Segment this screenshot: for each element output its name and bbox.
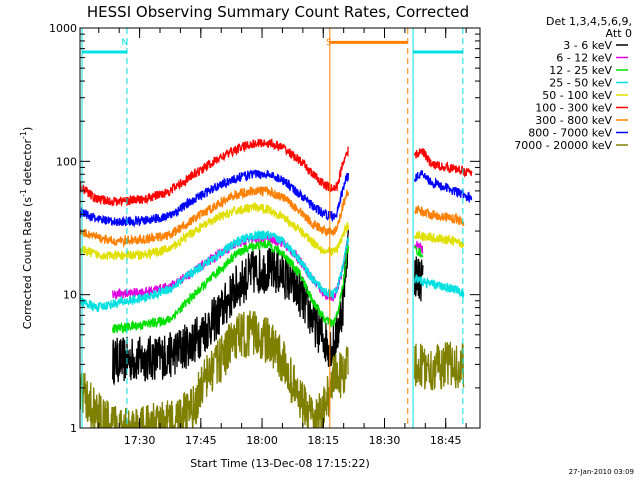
legend-label-8: 7000 - 20000 keV bbox=[514, 139, 612, 152]
plot-frame bbox=[79, 27, 481, 429]
x-axis-label: Start Time (13-Dec-08 17:15:22) bbox=[190, 457, 370, 470]
y-axis-label-part1: Corrected Count Rate (s bbox=[21, 197, 34, 330]
legend-label-6: 300 - 800 keV bbox=[535, 114, 612, 127]
series-line-8-seg-1 bbox=[414, 341, 465, 391]
x-tick-label-2: 18:00 bbox=[246, 434, 278, 447]
series-line-6-seg-0 bbox=[80, 186, 350, 248]
legend-label-1: 6 - 12 keV bbox=[556, 52, 612, 65]
series-line-5-seg-0 bbox=[80, 137, 350, 208]
y-tick-label-2: 100 bbox=[56, 155, 77, 168]
series-line-0-seg-0 bbox=[112, 229, 350, 386]
series-line-4-seg-0 bbox=[80, 201, 350, 261]
series-line-7-seg-1 bbox=[414, 170, 473, 203]
y-tick-label-0: 1 bbox=[70, 422, 77, 435]
series-line-4-seg-1 bbox=[414, 231, 465, 249]
series-line-7-seg-0 bbox=[80, 169, 350, 228]
legend-label-5: 100 - 300 keV bbox=[535, 102, 612, 115]
x-tick-label-0: 17:30 bbox=[124, 434, 156, 447]
series-line-1-seg-1 bbox=[414, 240, 424, 254]
y-tick-label-1: 10 bbox=[63, 289, 77, 302]
y-axis-label-part2: detector bbox=[21, 139, 34, 189]
series-line-8-seg-0 bbox=[80, 310, 350, 428]
series-line-0-seg-1 bbox=[414, 256, 424, 302]
series-line-5-seg-1 bbox=[414, 148, 473, 178]
y-axis-label-part3: ) bbox=[21, 127, 34, 131]
legend-label-4: 50 - 100 keV bbox=[542, 89, 612, 102]
legend-header-line1: Det 1,3,4,5,6,9, bbox=[546, 15, 632, 28]
y-tick-label-3: 1000 bbox=[49, 22, 77, 35]
y-axis-label: Corrected Count Rate (s-1 detector-1) bbox=[19, 127, 34, 330]
legend-label-0: 3 - 6 keV bbox=[563, 39, 612, 52]
x-tick-label-5: 18:45 bbox=[430, 434, 462, 447]
annotation-s: S bbox=[326, 38, 332, 48]
series-line-2-seg-0 bbox=[112, 239, 350, 335]
annotation-n: N bbox=[122, 38, 129, 48]
chart-title: HESSI Observing Summary Count Rates, Cor… bbox=[87, 3, 469, 21]
y-axis-label-sup2: -1 bbox=[19, 131, 28, 139]
x-tick-label-1: 17:45 bbox=[185, 434, 217, 447]
legend-header-line2: Att 0 bbox=[606, 27, 632, 40]
series-line-3-seg-0 bbox=[80, 229, 350, 313]
legend-label-3: 25 - 50 keV bbox=[549, 77, 612, 90]
legend-label-2: 12 - 25 keV bbox=[549, 64, 612, 77]
x-tick-label-3: 18:15 bbox=[307, 434, 339, 447]
y-axis-label-sup1: -1 bbox=[19, 189, 28, 197]
series-line-6-seg-1 bbox=[414, 204, 465, 227]
x-tick-label-4: 18:30 bbox=[369, 434, 401, 447]
legend-label-7: 800 - 7000 keV bbox=[528, 127, 612, 140]
series-line-3-seg-1 bbox=[414, 273, 465, 299]
axes: 1 10 100 1000 17:30 17:45 18:00 18:15 18:30 18:45 bbox=[49, 22, 480, 447]
footer-date: 27-Jan-2010 03:09 bbox=[569, 468, 634, 476]
series-line-2-seg-1 bbox=[414, 245, 424, 258]
